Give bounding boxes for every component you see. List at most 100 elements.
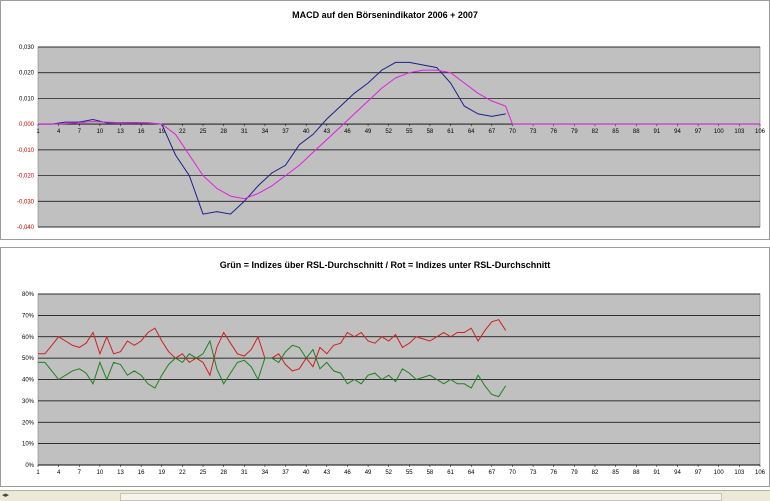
series-point-0 <box>347 332 348 333</box>
series-point-1 <box>319 368 321 370</box>
x-tick-label: 106 <box>755 129 766 135</box>
series-point-0 <box>250 349 252 350</box>
series-point-0 <box>120 351 121 352</box>
series-point-1 <box>340 372 341 374</box>
series-point-1 <box>113 362 114 363</box>
x-tick-label: 31 <box>241 470 248 476</box>
series-point-0 <box>271 172 273 174</box>
series-point-0 <box>436 67 438 68</box>
x-tick-label: 13 <box>117 129 124 135</box>
x-tick-label: 52 <box>385 470 392 476</box>
x-tick-label: 37 <box>282 129 289 135</box>
series-point-1 <box>65 123 66 124</box>
series-point-0 <box>127 340 128 342</box>
series-point-1 <box>140 374 142 376</box>
series-point-1 <box>161 374 163 376</box>
series-point-1 <box>189 353 190 355</box>
x-tick-label: 19 <box>158 129 165 135</box>
series-point-0 <box>79 347 80 348</box>
series-point-0 <box>244 355 245 357</box>
series-point-1 <box>230 195 231 197</box>
series-point-0 <box>175 154 176 156</box>
x-tick-label: 79 <box>571 470 578 476</box>
series-point-1 <box>443 383 445 385</box>
series-point-1 <box>278 362 280 363</box>
series-point-0 <box>491 116 493 117</box>
x-tick-label: 76 <box>550 129 557 135</box>
x-tick-label: 1 <box>36 470 40 476</box>
x-tick-label: 52 <box>385 129 392 135</box>
x-tick-label: 64 <box>468 129 475 135</box>
series-point-0 <box>257 185 259 187</box>
x-tick-label: 34 <box>262 470 269 476</box>
series-point-0 <box>470 327 472 329</box>
y-tick-label: -0,020 <box>17 174 35 180</box>
series-point-0 <box>58 336 59 338</box>
series-point-0 <box>312 366 314 367</box>
series-point-0 <box>202 362 204 363</box>
plot-area <box>37 46 761 228</box>
series-point-1 <box>429 374 431 376</box>
series-point-1 <box>92 383 94 385</box>
x-tick-label: 76 <box>550 470 557 476</box>
series-point-1 <box>202 175 204 176</box>
series-point-0 <box>285 165 286 166</box>
series-point-0 <box>409 62 410 63</box>
series-point-1 <box>65 374 66 376</box>
sheet-nav-icon[interactable]: ◂▸ <box>2 492 10 499</box>
series-point-1 <box>347 383 348 385</box>
x-tick-label: 91 <box>654 129 661 135</box>
x-tick-label: 22 <box>179 470 186 476</box>
series-point-1 <box>106 121 108 123</box>
series-point-1 <box>409 372 410 374</box>
series-point-1 <box>402 368 403 370</box>
series-point-0 <box>161 340 163 342</box>
series-point-0 <box>402 347 403 348</box>
series-point-1 <box>134 122 135 124</box>
x-tick-label: 58 <box>427 470 434 476</box>
series-point-1 <box>244 198 245 199</box>
series-point-0 <box>209 374 211 376</box>
x-tick-label: 79 <box>571 129 578 135</box>
x-tick-label: 7 <box>78 129 82 135</box>
series-point-0 <box>216 347 218 348</box>
series-point-1 <box>477 93 479 94</box>
series-point-0 <box>340 342 341 344</box>
series-point-0 <box>354 336 355 338</box>
x-tick-label: 103 <box>734 129 745 135</box>
series-point-0 <box>450 82 451 84</box>
series-point-1 <box>271 357 273 359</box>
x-tick-label: 43 <box>323 470 330 476</box>
rsl-chart-title: Grün = Indizes über RSL-Durchschnitt / R… <box>219 260 551 270</box>
x-tick-label: 55 <box>406 129 413 135</box>
series-point-0 <box>223 332 224 333</box>
series-point-1 <box>250 366 252 367</box>
series-point-1 <box>285 175 286 176</box>
x-tick-label: 49 <box>365 129 372 135</box>
y-tick-label: 0,000 <box>19 122 35 128</box>
x-tick-label: 82 <box>592 470 599 476</box>
series-point-1 <box>491 100 493 102</box>
x-tick-label: 97 <box>695 129 702 135</box>
series-point-1 <box>195 357 197 359</box>
series-point-1 <box>216 188 218 189</box>
series-point-0 <box>85 342 87 344</box>
x-tick-label: 1 <box>36 129 40 135</box>
series-point-1 <box>381 87 383 89</box>
x-tick-label: 88 <box>633 470 640 476</box>
series-point-1 <box>484 385 486 387</box>
series-point-1 <box>367 100 369 102</box>
x-tick-label: 67 <box>488 129 495 135</box>
series-point-0 <box>381 336 383 338</box>
x-tick-label: 88 <box>633 129 640 135</box>
series-point-1 <box>202 353 204 355</box>
series-point-0 <box>367 82 369 84</box>
series-point-1 <box>312 152 314 153</box>
series-point-1 <box>374 372 376 374</box>
series-point-1 <box>79 122 80 123</box>
series-point-0 <box>395 62 396 63</box>
series-point-0 <box>92 332 94 333</box>
series-point-0 <box>237 353 238 355</box>
series-point-0 <box>140 340 142 342</box>
series-point-1 <box>415 379 417 380</box>
